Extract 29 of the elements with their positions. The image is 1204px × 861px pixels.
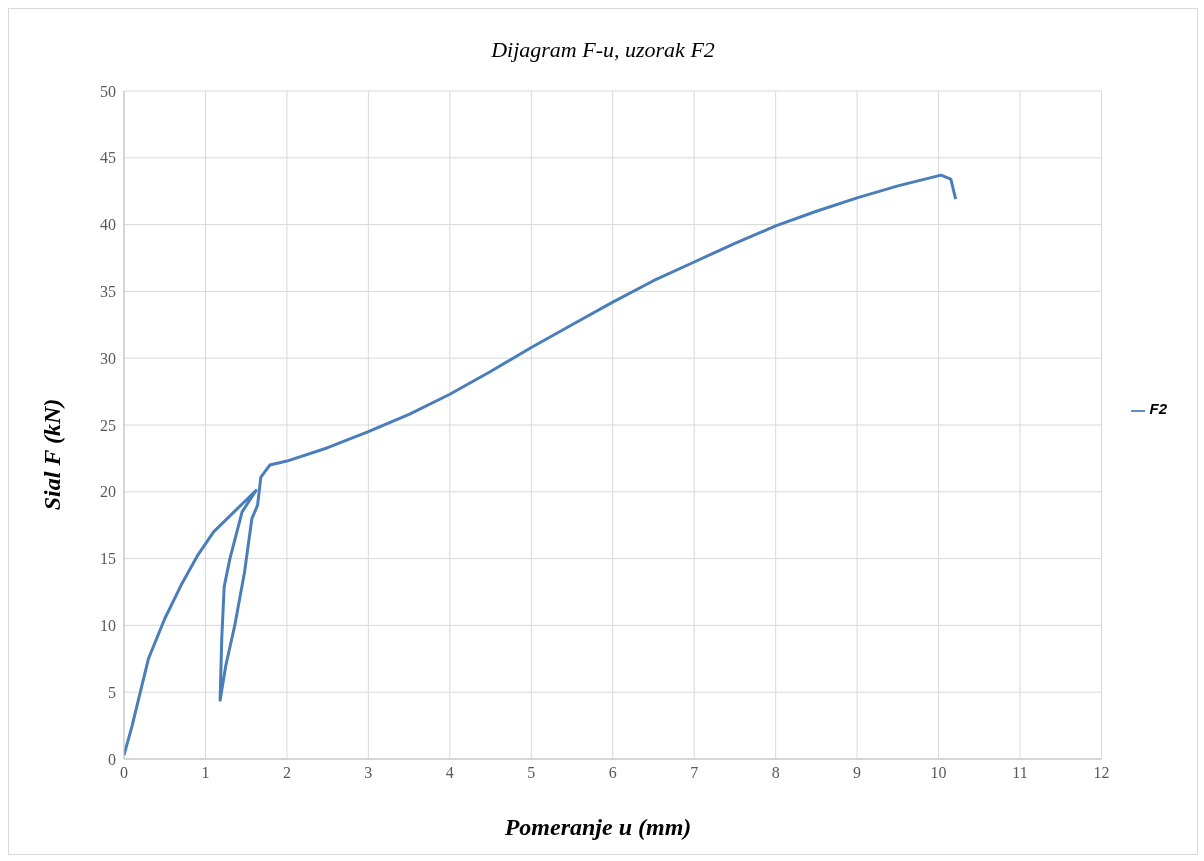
legend-label: F2 [1149,400,1167,418]
x-tick-label: 12 [1093,764,1110,782]
y-tick-label: 35 [100,283,116,301]
y-tick-label: 0 [108,750,116,768]
y-axis-title: Sial F (kN) [39,398,67,510]
x-axis-title: Pomeranje u (mm) [503,814,693,841]
x-tick-label: 6 [608,764,617,782]
line-series [124,173,958,757]
y-tick-label: 20 [100,483,116,501]
x-tick-label: 1 [201,764,210,782]
y-tick-label: 45 [100,149,116,167]
y-tick-label: 30 [100,349,116,367]
x-tick-label: 0 [120,764,128,782]
x-tick-label: 8 [771,764,780,782]
x-tick-label: 11 [1012,764,1028,782]
x-tick-label: 7 [690,764,699,782]
y-tick-label: 40 [100,216,116,234]
x-tick-label: 2 [282,764,291,782]
y-tick-label: 50 [100,82,116,100]
y-tick-label: 25 [100,416,116,434]
x-tick-label: 9 [853,764,862,782]
y-tick-label: 10 [100,617,116,635]
x-tick-label: 10 [930,764,947,782]
x-tick-label: 4 [445,764,454,782]
y-tick-label: 5 [108,683,116,701]
y-tick-label: 15 [100,550,116,568]
x-tick-label: 3 [364,764,373,782]
x-tick-label: 5 [527,764,536,782]
chart-title: Dijagram F-u, uzorak F2 [490,37,716,63]
